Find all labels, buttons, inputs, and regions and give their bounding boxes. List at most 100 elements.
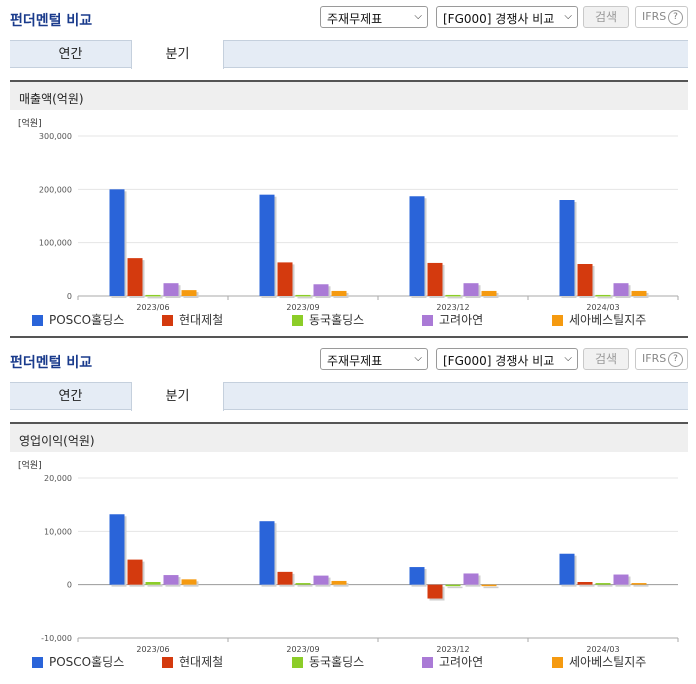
bar[interactable]	[127, 258, 143, 296]
y-tick-label: 10,000	[44, 527, 72, 536]
bar[interactable]	[259, 521, 275, 585]
bar[interactable]	[409, 567, 425, 585]
statement-select-value: 주재무제표	[327, 354, 383, 368]
compare-select[interactable]: [FG000] 경쟁사 비교 ⌵	[436, 6, 578, 28]
y-tick-label: 100,000	[39, 239, 72, 248]
bar-shadow	[147, 296, 163, 299]
statement-select[interactable]: 주재무제표 ⌵	[320, 348, 428, 370]
tab-quarterly[interactable]: 분기	[131, 40, 224, 69]
bar[interactable]	[631, 290, 647, 296]
bar[interactable]	[145, 294, 161, 297]
tab-annual[interactable]: 연간	[58, 47, 83, 62]
legend-swatch	[292, 657, 303, 668]
x-tick-label: 2023/12	[436, 645, 469, 654]
section-bottom-rule	[10, 336, 688, 338]
legend-label[interactable]: 고려아연	[439, 655, 483, 669]
bar[interactable]	[181, 579, 197, 585]
bar[interactable]	[127, 559, 143, 585]
bar[interactable]	[463, 283, 479, 296]
y-unit-label: [억원]	[18, 117, 42, 129]
compare-select-value: [FG000] 경쟁사 비교	[443, 354, 555, 368]
bar[interactable]	[613, 574, 629, 585]
bar[interactable]	[313, 575, 329, 585]
bar[interactable]	[109, 514, 125, 585]
bar[interactable]	[463, 573, 479, 585]
bar-shadow	[597, 585, 613, 587]
bar[interactable]	[445, 294, 461, 297]
statement-select-value: 주재무제표	[327, 12, 383, 26]
bar[interactable]	[277, 262, 293, 296]
bar[interactable]	[259, 194, 275, 296]
bar-shadow	[633, 585, 649, 587]
y-tick-label: 0	[67, 292, 72, 301]
chevron-down-icon: ⌵	[414, 353, 422, 364]
ifrs-help-button[interactable]: IFRS ?	[635, 6, 688, 28]
bar[interactable]	[559, 553, 575, 585]
sales-bar-chart: [억원] 0 100,000 200,000 300,000 2023/06 2023/09…	[18, 117, 679, 327]
legend-label[interactable]: POSCO홀딩스	[49, 313, 124, 327]
panel-title: 펀더멘털 비교	[10, 355, 93, 371]
tab-quarterly[interactable]: 분기	[131, 382, 224, 411]
bar[interactable]	[559, 200, 575, 296]
bar-shadow	[447, 296, 463, 299]
statement-select[interactable]: 주재무제표 ⌵	[320, 6, 428, 28]
bar[interactable]	[631, 583, 647, 585]
bar[interactable]	[295, 583, 311, 585]
y-tick-label: -10,000	[41, 634, 72, 643]
bar[interactable]	[331, 580, 347, 585]
ifrs-label: IFRS	[642, 10, 667, 23]
x-tick-label: 2023/12	[436, 303, 469, 312]
bar[interactable]	[595, 583, 611, 585]
x-tick-label: 2023/06	[136, 645, 169, 654]
panel-header: 펀더멘털 비교 주재무제표 ⌵ [FG000] 경쟁사 비교 ⌵ 검색 IFRS…	[0, 0, 696, 29]
bar[interactable]	[409, 196, 425, 296]
bar[interactable]	[277, 571, 293, 585]
section-title-bar: 매출액(억원)	[10, 80, 688, 110]
fundamental-panel-op-income: 펀더멘털 비교 주재무제표 ⌵ [FG000] 경쟁사 비교 ⌵ 검색 IFRS…	[0, 342, 696, 684]
bar[interactable]	[427, 262, 443, 296]
bar[interactable]	[295, 294, 311, 297]
bar[interactable]	[331, 290, 347, 296]
legend-label[interactable]: 고려아연	[439, 313, 483, 327]
search-button[interactable]: 검색	[583, 6, 629, 28]
bar[interactable]	[481, 584, 497, 587]
legend-swatch	[552, 657, 563, 668]
legend-label[interactable]: 현대제철	[179, 313, 223, 327]
tab-annual[interactable]: 연간	[58, 389, 83, 404]
bar[interactable]	[577, 582, 593, 585]
x-tick-label: 2024/03	[586, 303, 619, 312]
bar[interactable]	[481, 290, 497, 296]
legend-swatch	[162, 657, 173, 668]
x-tick-label: 2023/09	[286, 645, 319, 654]
search-button[interactable]: 검색	[583, 348, 629, 370]
bar[interactable]	[163, 575, 179, 585]
bar-shadow	[579, 584, 595, 587]
ifrs-help-button[interactable]: IFRS ?	[635, 348, 688, 370]
y-tick-label: 20,000	[44, 474, 72, 483]
legend-label[interactable]: 동국홀딩스	[309, 313, 364, 327]
bar-shadow	[597, 296, 613, 299]
bar[interactable]	[145, 582, 161, 585]
period-tabs: 연간 분기	[10, 40, 688, 69]
section-title-bar: 영업이익(억원)	[10, 422, 688, 452]
bar[interactable]	[445, 584, 461, 587]
bar[interactable]	[577, 264, 593, 296]
legend-label[interactable]: POSCO홀딩스	[49, 655, 124, 669]
legend-label[interactable]: 세아베스틸지주	[569, 655, 646, 669]
legend-label[interactable]: 동국홀딩스	[309, 655, 364, 669]
legend-label[interactable]: 세아베스틸지주	[569, 313, 646, 327]
legend-swatch	[32, 315, 43, 326]
bar-shadow	[297, 585, 313, 587]
bar[interactable]	[109, 189, 125, 296]
bar[interactable]	[313, 284, 329, 296]
y-tick-label: 200,000	[39, 185, 72, 194]
bar[interactable]	[595, 294, 611, 297]
compare-select[interactable]: [FG000] 경쟁사 비교 ⌵	[436, 348, 578, 370]
legend-label[interactable]: 현대제철	[179, 655, 223, 669]
bar[interactable]	[163, 283, 179, 296]
bar[interactable]	[427, 584, 443, 599]
bar[interactable]	[181, 290, 197, 296]
bar-shadow	[147, 584, 163, 587]
section-title: 매출액(억원)	[19, 92, 84, 106]
bar[interactable]	[613, 283, 629, 296]
